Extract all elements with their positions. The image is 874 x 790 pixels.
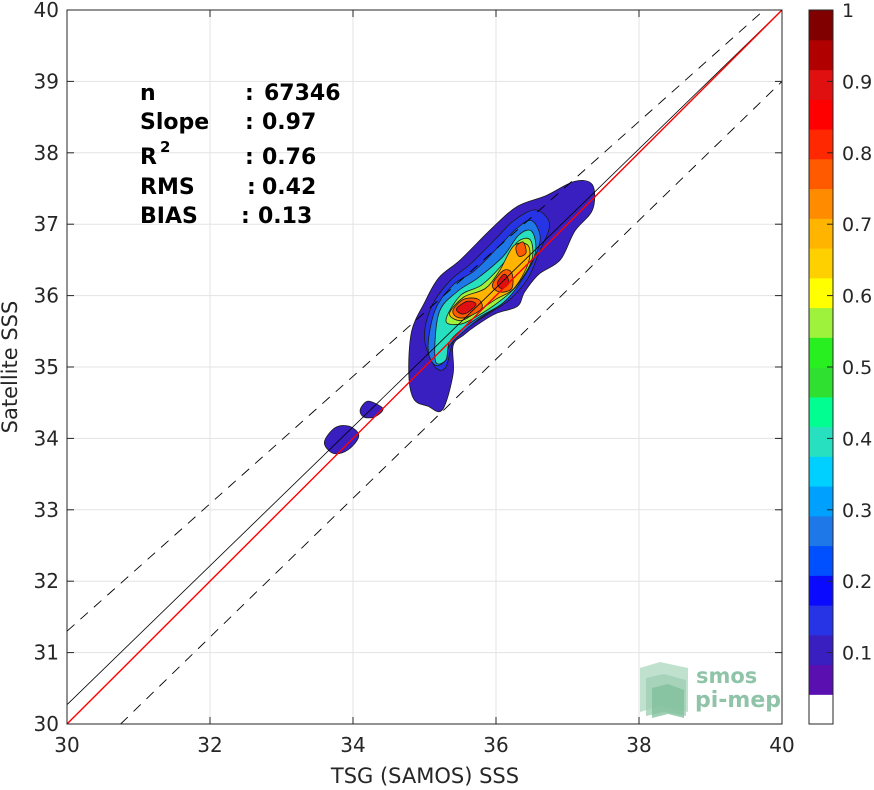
y-tick-label-6: 36 xyxy=(34,284,59,308)
stat-slope-value: 0.97 xyxy=(262,110,316,135)
colorbar-segment-2 xyxy=(809,634,833,666)
colorbar-segment-16 xyxy=(809,218,833,249)
colorbar-segment-18 xyxy=(809,158,833,190)
density-region-6-2 xyxy=(515,241,527,257)
y-axis-label: Satellite SSS xyxy=(0,301,22,434)
stat-rms-label: RMS xyxy=(140,175,195,200)
statistics-box: n : 67346 Slope : 0.97 R 2 : 0.76 RMS : … xyxy=(140,81,341,229)
colorbar-tick-label-4: 0.5 xyxy=(842,357,872,379)
density-contours xyxy=(323,180,596,455)
colorbar-segment-8 xyxy=(809,456,833,487)
x-tick-label-1: 32 xyxy=(197,733,222,757)
y-tick-label-0: 30 xyxy=(34,712,59,736)
colorbar-segment-9 xyxy=(809,426,833,457)
colorbar-segment-20 xyxy=(809,99,833,130)
upper-bound-line xyxy=(66,9,765,632)
y-tick-label-10: 40 xyxy=(34,0,59,22)
identity-line xyxy=(66,9,783,725)
colorbar-tick-label-7: 0.8 xyxy=(842,143,872,165)
colorbar-segment-14 xyxy=(809,277,833,309)
colorbar-segment-21 xyxy=(809,69,833,100)
density-region-0-2 xyxy=(359,400,384,419)
y-tick-label-4: 34 xyxy=(34,426,59,450)
colorbar-segment-12 xyxy=(809,337,833,368)
stat-n-label: n xyxy=(140,81,156,106)
y-tick-label-5: 35 xyxy=(34,355,59,379)
x-tick-label-0: 30 xyxy=(54,733,79,757)
y-tick-label-2: 32 xyxy=(34,569,59,593)
reference-lines xyxy=(66,9,783,725)
x-axis-label: TSG (SAMOS) SSS xyxy=(330,764,519,788)
colorbar-segment-19 xyxy=(809,129,833,160)
colorbar-segment-23 xyxy=(809,10,833,41)
colorbar-segment-13 xyxy=(809,307,833,338)
y-tick-label-7: 37 xyxy=(34,212,59,236)
colorbar-segment-3 xyxy=(809,605,833,636)
stat-bias-label: BIAS xyxy=(140,204,198,229)
y-tick-label-1: 31 xyxy=(34,641,59,665)
y-tick-label-3: 33 xyxy=(34,498,59,522)
colorbar-segment-0 xyxy=(809,694,833,725)
smos-pi-mep-logo: smos pi-mep xyxy=(640,662,781,718)
colorbar-tick-label-6: 0.7 xyxy=(842,214,872,236)
logo-mark-icon xyxy=(640,662,688,718)
colorbar-tick-label-8: 0.9 xyxy=(842,71,872,93)
logo-text-smos: smos xyxy=(696,664,757,688)
colorbar-tick-label-5: 0.6 xyxy=(842,286,872,308)
stat-r2-value: 0.76 xyxy=(262,145,316,170)
colorbar-segment-7 xyxy=(809,486,833,517)
stat-n-sep: : xyxy=(245,81,254,106)
stat-rms-sep: : xyxy=(247,175,256,200)
colorbar-tick-label-3: 0.4 xyxy=(842,428,872,450)
x-tick-label-3: 36 xyxy=(483,733,508,757)
x-tick-label-5: 40 xyxy=(769,733,794,757)
colorbar-segment-22 xyxy=(809,39,833,71)
colorbar-segment-10 xyxy=(809,396,833,428)
lower-bound-line xyxy=(120,81,783,725)
stat-r2-sep: : xyxy=(245,145,254,170)
stat-r2-label: R xyxy=(140,145,157,170)
stat-slope-label: Slope xyxy=(140,110,209,135)
colorbar-tick-label-1: 0.2 xyxy=(842,571,872,593)
x-tick-label-2: 34 xyxy=(340,733,365,757)
logo-text-pi-mep: pi-mep xyxy=(695,688,781,713)
y-axis-ticks: 30 31 32 33 34 35 36 37 38 39 40 xyxy=(34,0,782,736)
stat-bias-value: 0.13 xyxy=(258,204,312,229)
stat-bias-sep: : xyxy=(241,204,250,229)
stat-n-value: 67346 xyxy=(264,81,341,106)
colorbar-ticks: 0.1 0.2 0.3 0.4 0.5 0.6 0.7 0.8 0.9 1 xyxy=(827,0,872,665)
colorbar-segment-17 xyxy=(809,188,833,219)
colorbar-segment-11 xyxy=(809,367,833,398)
colorbar-frame xyxy=(808,9,834,725)
colorbar-segment-6 xyxy=(809,515,833,547)
colorbar-segment-5 xyxy=(809,545,833,576)
colorbar-tick-label-0: 0.1 xyxy=(842,643,872,665)
y-tick-label-8: 38 xyxy=(34,141,59,165)
stat-rms-value: 0.42 xyxy=(262,175,316,200)
colorbar-segment-4 xyxy=(809,575,833,606)
colorbar-segment-1 xyxy=(809,664,833,695)
density-region-7-0 xyxy=(456,300,477,315)
colorbar-tick-label-2: 0.3 xyxy=(842,500,872,522)
colorbar xyxy=(809,10,833,725)
stat-r2-sup: 2 xyxy=(160,138,170,156)
colorbar-tick-label-9: 1 xyxy=(842,0,854,22)
stat-slope-sep: : xyxy=(245,110,254,135)
x-tick-label-4: 38 xyxy=(626,733,651,757)
x-axis-ticks: 30 32 34 36 38 40 xyxy=(54,10,795,757)
regression-line xyxy=(66,9,783,706)
y-tick-label-9: 39 xyxy=(34,69,59,93)
colorbar-segment-15 xyxy=(809,248,833,279)
